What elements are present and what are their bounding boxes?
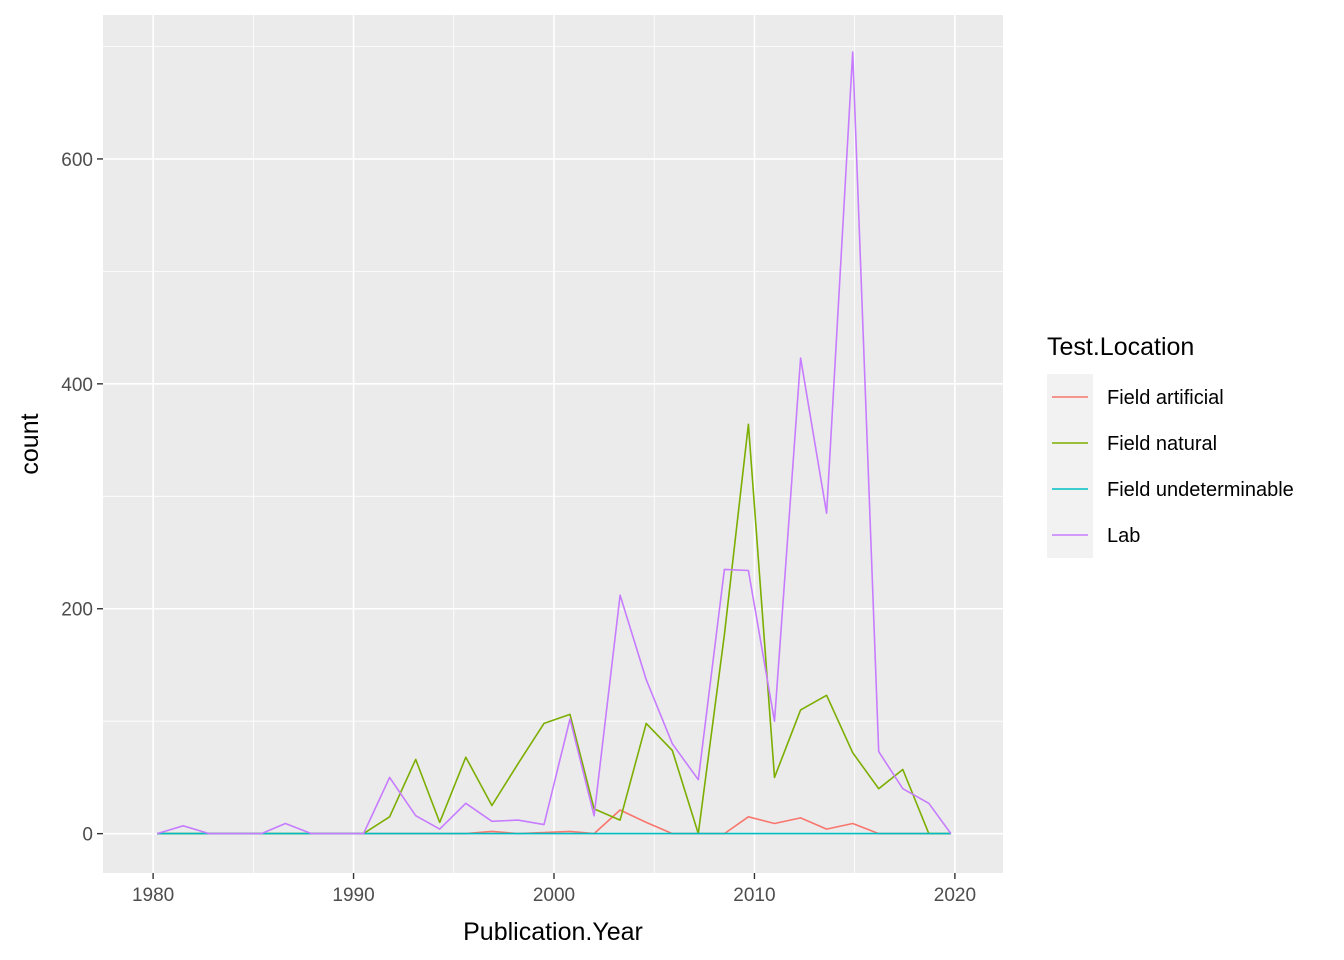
- y-tick-label: 600: [61, 150, 93, 171]
- legend-items: Field artificial Field natural Field undet…: [1047, 374, 1294, 558]
- legend: Test.Location Field artificial Field natu…: [1047, 333, 1294, 558]
- legend-label-field-artificial: Field artificial: [1107, 387, 1224, 409]
- legend-label-field-undeterminable: Field undeterminable: [1107, 479, 1294, 501]
- series-lines: [156, 51, 952, 835]
- x-axis-ticks: 1980 1990 2000 2010 2020: [132, 873, 976, 906]
- series-line-lab: [156, 51, 952, 835]
- x-tick-label: 1990: [332, 885, 374, 906]
- minor-gridlines: [103, 15, 1003, 873]
- x-tick-label: 2000: [533, 885, 575, 906]
- legend-label-field-natural: Field natural: [1107, 433, 1217, 455]
- legend-title: Test.Location: [1047, 333, 1194, 361]
- x-tick-label: 2020: [934, 885, 976, 906]
- y-tick-label: 0: [82, 825, 93, 846]
- x-axis-title: Publication.Year: [463, 918, 643, 946]
- y-tick-label: 200: [61, 600, 93, 621]
- x-tick-label: 2010: [733, 885, 775, 906]
- x-tick-label: 1980: [132, 885, 174, 906]
- y-axis-title: count: [16, 413, 44, 474]
- y-tick-label: 400: [61, 375, 93, 396]
- y-axis-ticks: 0 200 400 600: [61, 150, 103, 846]
- legend-label-lab: Lab: [1107, 525, 1140, 547]
